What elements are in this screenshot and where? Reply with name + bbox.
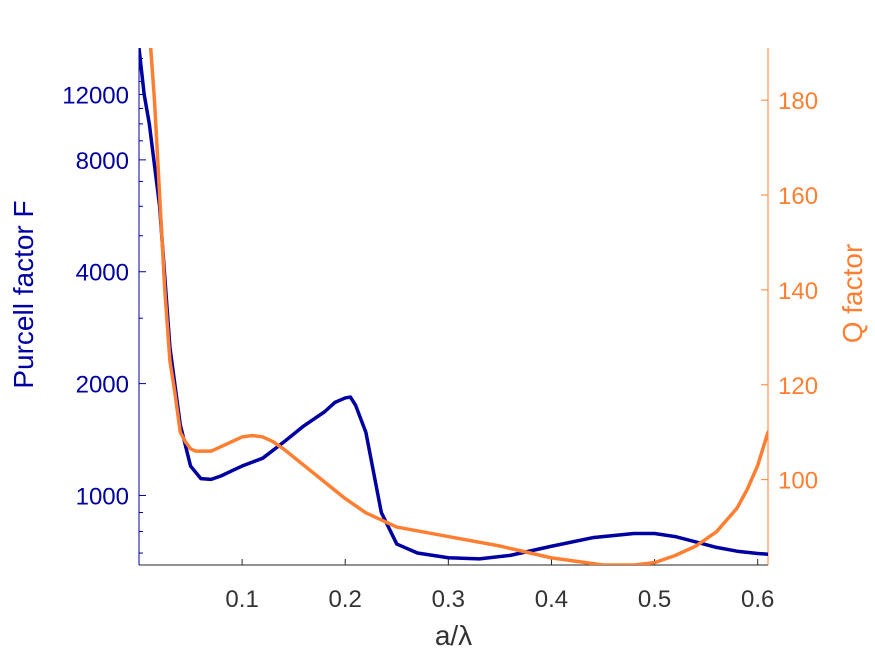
left-tick-label: 8000 [76,148,129,175]
left-y-axis-title: Purcell factor F [8,200,39,388]
left-y-axis: 1000 2000 4000 8000 12000 [62,57,146,554]
right-tick-label: 180 [778,88,818,115]
x-axis: 0.1 0.2 0.3 0.4 0.5 0.6 [225,559,774,613]
right-tick-label: 100 [778,468,818,495]
right-tick-label: 120 [778,373,818,400]
left-tick-label: 1000 [76,483,129,510]
x-tick-label: 0.1 [225,586,258,613]
x-tick-label: 0.5 [638,586,671,613]
left-tick-label: 2000 [76,372,129,399]
left-tick-label: 12000 [62,82,129,109]
right-y-axis: 100 120 140 160 180 [761,88,818,495]
left-tick-label: 4000 [76,260,129,287]
purcell-factor-line [139,48,768,561]
right-tick-label: 160 [778,183,818,210]
x-tick-label: 0.2 [329,586,362,613]
q-factor-line [148,48,768,565]
x-tick-label: 0.3 [432,586,465,613]
right-tick-label: 140 [778,278,818,305]
plot-frame [138,48,769,566]
x-axis-title: a/λ [435,620,472,651]
x-tick-label: 0.6 [741,586,774,613]
right-y-axis-title: Q factor [837,244,868,344]
series-layer [139,48,768,565]
x-tick-label: 0.4 [535,586,568,613]
